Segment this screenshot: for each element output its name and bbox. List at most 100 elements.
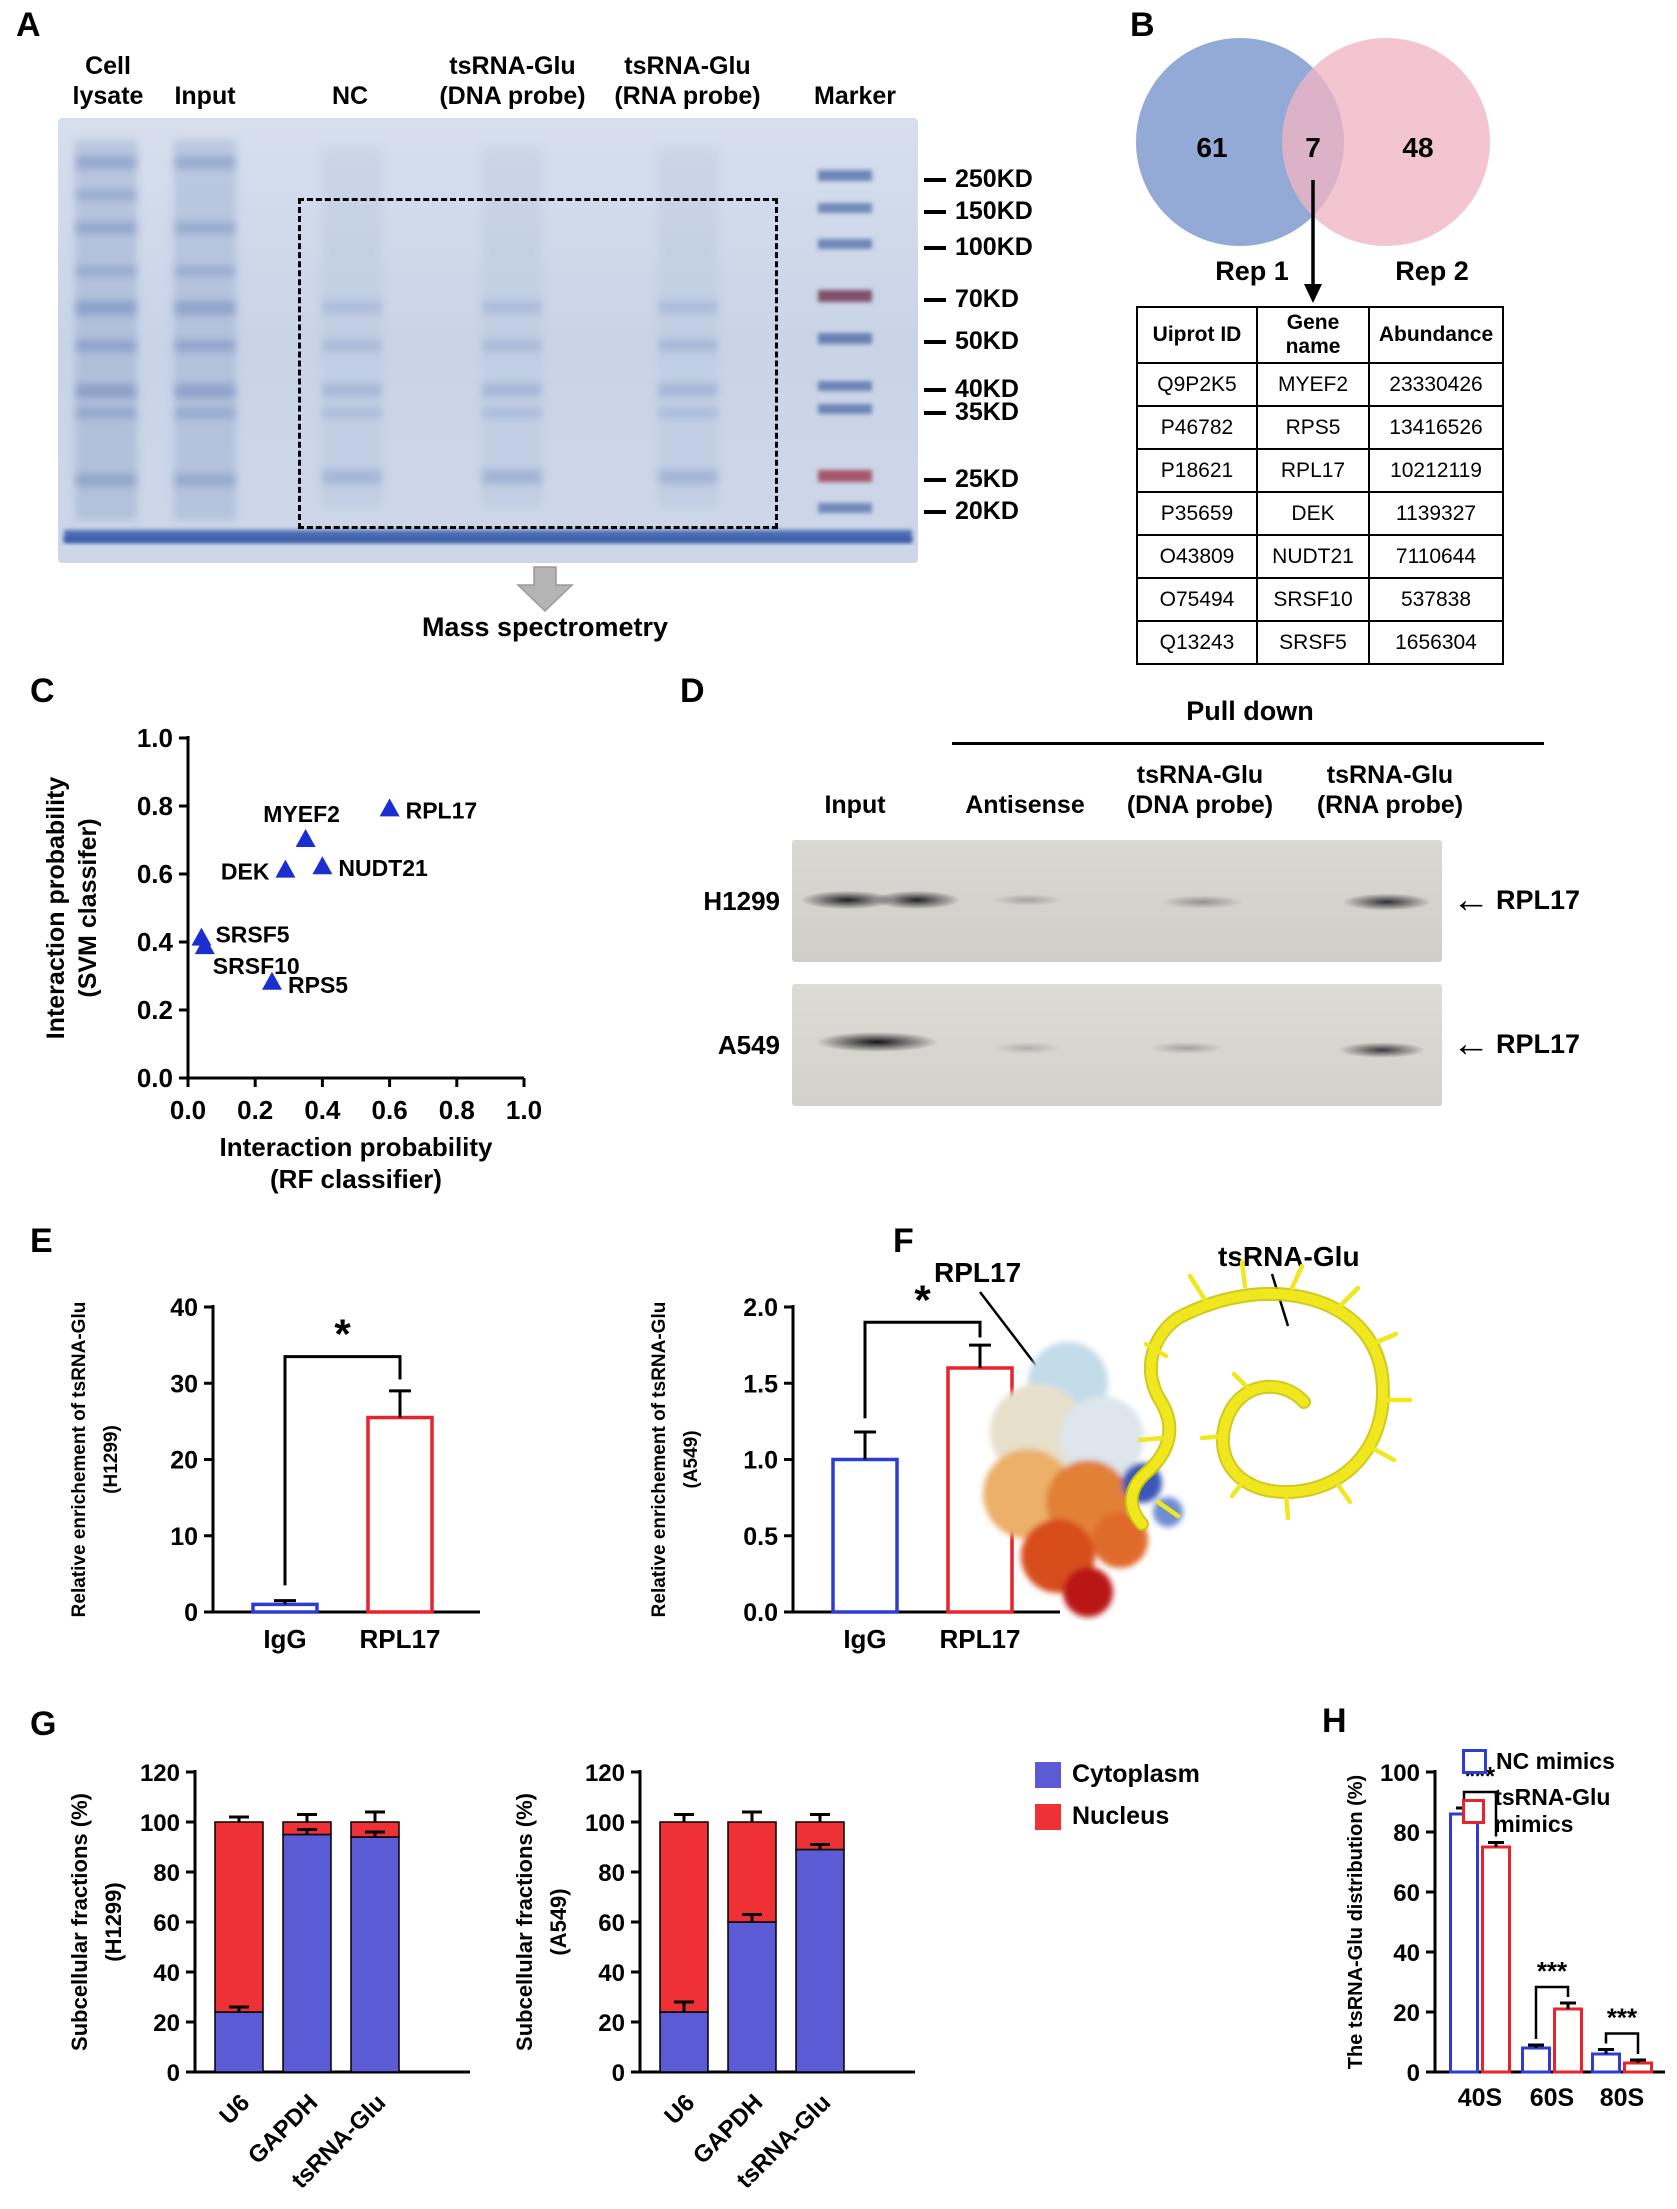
- svg-text:SRSF5: SRSF5: [215, 922, 289, 948]
- panel-c-label: C: [30, 672, 55, 710]
- band-label: RPL17: [1496, 1028, 1581, 1059]
- svg-text:0.4: 0.4: [137, 927, 174, 957]
- svg-text:***: ***: [1607, 2003, 1638, 2033]
- svg-text:MYEF2: MYEF2: [263, 801, 340, 827]
- table-cell: O43809: [1136, 534, 1258, 579]
- svg-text:100: 100: [140, 1810, 180, 1837]
- lane-header-marker: Marker: [814, 82, 896, 110]
- lane-input: [174, 140, 236, 520]
- svg-text:40: 40: [153, 1960, 180, 1987]
- svg-text:SRSF10: SRSF10: [213, 953, 300, 979]
- polysome-distribution-chart: 0 20 40 60 80 100 The tsRNA-Glu distribution (…: [1345, 1760, 1665, 2112]
- svg-text:10: 10: [170, 1523, 198, 1551]
- protein-pointer-line: [979, 1291, 1039, 1369]
- svg-text:0: 0: [167, 2060, 180, 2087]
- svg-text:80S: 80S: [1600, 2084, 1644, 2112]
- svg-text:***: ***: [1537, 1956, 1568, 1986]
- svg-text:RPL17: RPL17: [360, 1624, 441, 1654]
- svg-text:U6: U6: [214, 2089, 255, 2130]
- svg-text:U6: U6: [659, 2089, 700, 2130]
- marker-tick: [924, 297, 946, 302]
- rna-ribbon: [1126, 1288, 1388, 1529]
- table-cell: MYEF2: [1256, 362, 1370, 407]
- marker-label: 20KD: [955, 497, 1019, 525]
- svg-text:80: 80: [1393, 1820, 1420, 1847]
- table-cell: RPS5: [1256, 405, 1370, 450]
- lane-dna-probe: [482, 148, 542, 508]
- down-arrow-icon: [516, 566, 574, 613]
- pulldown-underline: [952, 742, 1544, 745]
- svg-text:1.5: 1.5: [743, 1370, 778, 1398]
- band-annotation-a549: ← RPL17: [1452, 1022, 1580, 1066]
- table-cell: 13416526: [1368, 405, 1504, 450]
- svg-text:20: 20: [170, 1447, 198, 1475]
- rna-label: tsRNA-Glu: [1218, 1241, 1360, 1272]
- svg-text:120: 120: [585, 1760, 625, 1787]
- fraction-chart-a549: 0 20 40 60 80 100 120 Subcellular fractions (%)…: [512, 1760, 915, 2194]
- svg-text:0.6: 0.6: [372, 1095, 408, 1125]
- svg-text:20: 20: [1393, 2000, 1420, 2027]
- rip-bar-chart-h1299: 0 10 20 30 40 Relative enrichement of tsRNA-G…: [69, 1294, 480, 1654]
- svg-text:20: 20: [598, 2010, 625, 2037]
- left-arrow-icon: ←: [1452, 1023, 1490, 1065]
- table-cell: 537838: [1368, 577, 1504, 622]
- table-cell: NUDT21: [1256, 534, 1370, 579]
- svg-text:40: 40: [1393, 1940, 1420, 1967]
- svg-text:0: 0: [1407, 2060, 1420, 2087]
- svg-text:Relative enrichement of tsRNA-: Relative enrichement of tsRNA-Glu: [69, 1302, 90, 1618]
- svg-text:(RF classifier): (RF classifier): [270, 1164, 442, 1194]
- svg-text:*: *: [334, 1311, 351, 1358]
- panel-g-legend: Cytoplasm Nucleus: [1035, 1760, 1200, 1831]
- venn-circle-rep2: [1282, 38, 1490, 246]
- svg-text:60S: 60S: [1530, 2084, 1574, 2112]
- table-cell: P35659: [1136, 491, 1258, 536]
- marker-label: 35KD: [955, 398, 1019, 426]
- cytoplasm-swatch: [1035, 1761, 1061, 1788]
- marker-tick: [924, 509, 946, 514]
- pulldown-header: Pull down: [1186, 696, 1314, 726]
- svg-text:DEK: DEK: [221, 859, 270, 885]
- rip-bar-chart-a549: 0.0 0.5 1.0 1.5 2.0 Relative enrichement of t…: [649, 1276, 1060, 1654]
- svg-text:(SVM classifer): (SVM classifer): [74, 818, 102, 997]
- table-cell: SRSF10: [1256, 577, 1370, 622]
- svg-text:1.0: 1.0: [137, 723, 173, 753]
- venn-diagram: 61 7 48 Rep 1 Rep 2: [1136, 38, 1490, 303]
- column-header: Gene name: [1256, 306, 1370, 364]
- svg-text:40: 40: [170, 1294, 198, 1322]
- svg-text:0.5: 0.5: [743, 1523, 778, 1551]
- svg-text:60: 60: [598, 1910, 625, 1937]
- table-row: P18621 RPL17 10212119: [1136, 448, 1504, 493]
- svg-text:0.0: 0.0: [137, 1063, 173, 1093]
- svg-text:30: 30: [170, 1370, 198, 1398]
- svg-text:IgG: IgG: [263, 1624, 306, 1654]
- svg-text:(H1299): (H1299): [101, 1882, 126, 1961]
- svg-text:Subcellular fractions (%): Subcellular fractions (%): [67, 1793, 92, 2051]
- legend-item-cytoplasm: Cytoplasm: [1035, 1760, 1200, 1789]
- marker-tick: [924, 209, 946, 214]
- table-cell: Q13243: [1136, 620, 1258, 665]
- band-annotation-h1299: ← RPL17: [1452, 878, 1580, 922]
- svg-text:0.2: 0.2: [237, 1095, 273, 1125]
- table-cell: 1139327: [1368, 491, 1504, 536]
- venn-count-rep2: 48: [1402, 132, 1433, 163]
- table-cell: 23330426: [1368, 362, 1504, 407]
- table-row: P46782 RPS5 13416526: [1136, 405, 1504, 450]
- legend-label: NC mimics: [1496, 1748, 1615, 1774]
- svg-text:(A549): (A549): [546, 1888, 571, 1955]
- panel-a-label: A: [16, 6, 41, 44]
- selection-dashed-box: [298, 198, 778, 529]
- svg-text:40S: 40S: [1458, 2084, 1502, 2112]
- table-cell: 1656304: [1368, 620, 1504, 665]
- svg-text:80: 80: [598, 1860, 625, 1887]
- marker-tick: [924, 339, 946, 344]
- fraction-chart-h1299: 0 20 40 60 80 100 120 Subcellular fractions (%)…: [67, 1760, 470, 2194]
- svg-text:20: 20: [153, 2010, 180, 2037]
- nucleus-swatch: [1035, 1803, 1061, 1830]
- lane-header-nc: NC: [331, 82, 369, 110]
- svg-text:The tsRNA-Glu distribution (%): The tsRNA-Glu distribution (%): [1345, 1775, 1367, 2069]
- legend-item-nc-mimics: NC mimics: [1462, 1748, 1677, 1775]
- venn-count-overlap: 7: [1305, 132, 1321, 163]
- lane-nc: [322, 148, 382, 508]
- marker-tick: [924, 387, 946, 392]
